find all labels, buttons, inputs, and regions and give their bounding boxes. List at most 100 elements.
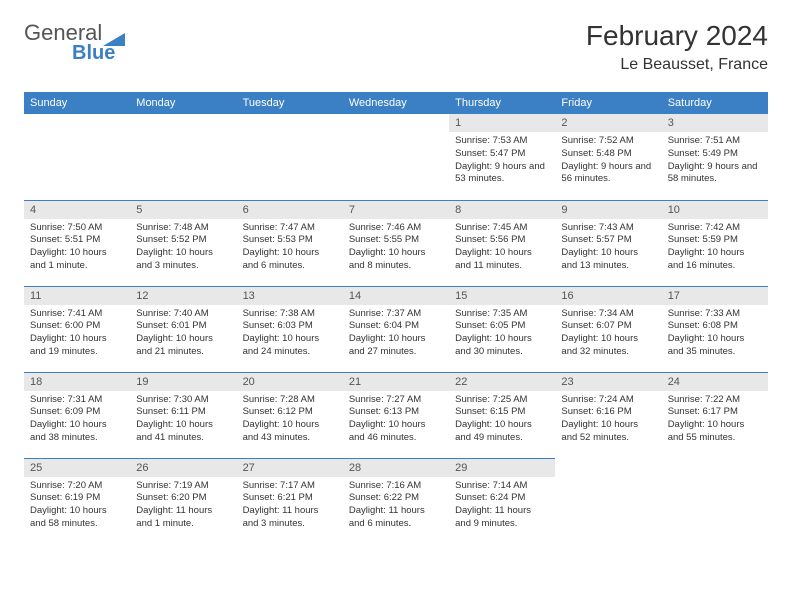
day-number: 20	[237, 373, 343, 391]
calendar-day-cell	[237, 114, 343, 200]
sunset-text: Sunset: 6:22 PM	[349, 492, 443, 505]
day-number: 25	[24, 459, 130, 477]
sunrise-text: Sunrise: 7:46 AM	[349, 222, 443, 235]
sunset-text: Sunset: 6:16 PM	[561, 406, 655, 419]
daylight-text: Daylight: 10 hours and 38 minutes.	[30, 419, 124, 445]
day-details: Sunrise: 7:14 AMSunset: 6:24 PMDaylight:…	[449, 477, 555, 535]
calendar-day-cell: 28Sunrise: 7:16 AMSunset: 6:22 PMDayligh…	[343, 458, 449, 544]
calendar-day-cell: 22Sunrise: 7:25 AMSunset: 6:15 PMDayligh…	[449, 372, 555, 458]
sunset-text: Sunset: 6:04 PM	[349, 320, 443, 333]
sunset-text: Sunset: 5:47 PM	[455, 148, 549, 161]
sunrise-text: Sunrise: 7:31 AM	[30, 394, 124, 407]
day-number: 6	[237, 201, 343, 219]
day-number: 22	[449, 373, 555, 391]
sunrise-text: Sunrise: 7:27 AM	[349, 394, 443, 407]
day-number: 4	[24, 201, 130, 219]
calendar-day-cell: 3Sunrise: 7:51 AMSunset: 5:49 PMDaylight…	[662, 114, 768, 200]
sunset-text: Sunset: 5:51 PM	[30, 234, 124, 247]
calendar-day-cell	[24, 114, 130, 200]
sunrise-text: Sunrise: 7:42 AM	[668, 222, 762, 235]
day-details: Sunrise: 7:31 AMSunset: 6:09 PMDaylight:…	[24, 391, 130, 449]
daylight-text: Daylight: 10 hours and 1 minute.	[30, 247, 124, 273]
calendar-week-row: 18Sunrise: 7:31 AMSunset: 6:09 PMDayligh…	[24, 372, 768, 458]
day-number: 19	[130, 373, 236, 391]
sunset-text: Sunset: 6:11 PM	[136, 406, 230, 419]
calendar-day-cell: 18Sunrise: 7:31 AMSunset: 6:09 PMDayligh…	[24, 372, 130, 458]
daylight-text: Daylight: 9 hours and 56 minutes.	[561, 161, 655, 187]
daylight-text: Daylight: 10 hours and 6 minutes.	[243, 247, 337, 273]
day-number: 10	[662, 201, 768, 219]
day-number: 7	[343, 201, 449, 219]
sunrise-text: Sunrise: 7:43 AM	[561, 222, 655, 235]
sunrise-text: Sunrise: 7:25 AM	[455, 394, 549, 407]
sunrise-text: Sunrise: 7:17 AM	[243, 480, 337, 493]
day-details: Sunrise: 7:35 AMSunset: 6:05 PMDaylight:…	[449, 305, 555, 363]
weekday-header: Friday	[555, 92, 661, 114]
day-number: 2	[555, 114, 661, 132]
header-bar: GeneralBlue February 2024 Le Beausset, F…	[24, 20, 768, 74]
calendar-day-cell: 13Sunrise: 7:38 AMSunset: 6:03 PMDayligh…	[237, 286, 343, 372]
daylight-text: Daylight: 10 hours and 8 minutes.	[349, 247, 443, 273]
daylight-text: Daylight: 9 hours and 53 minutes.	[455, 161, 549, 187]
location: Le Beausset, France	[586, 56, 768, 74]
weekday-header: Sunday	[24, 92, 130, 114]
calendar-day-cell: 27Sunrise: 7:17 AMSunset: 6:21 PMDayligh…	[237, 458, 343, 544]
day-details: Sunrise: 7:25 AMSunset: 6:15 PMDaylight:…	[449, 391, 555, 449]
calendar-day-cell: 19Sunrise: 7:30 AMSunset: 6:11 PMDayligh…	[130, 372, 236, 458]
day-details: Sunrise: 7:43 AMSunset: 5:57 PMDaylight:…	[555, 219, 661, 277]
weekday-header: Thursday	[449, 92, 555, 114]
calendar-body: 1Sunrise: 7:53 AMSunset: 5:47 PMDaylight…	[24, 114, 768, 544]
sunset-text: Sunset: 5:52 PM	[136, 234, 230, 247]
day-number: 24	[662, 373, 768, 391]
day-details: Sunrise: 7:16 AMSunset: 6:22 PMDaylight:…	[343, 477, 449, 535]
calendar-day-cell: 2Sunrise: 7:52 AMSunset: 5:48 PMDaylight…	[555, 114, 661, 200]
sunset-text: Sunset: 6:19 PM	[30, 492, 124, 505]
daylight-text: Daylight: 10 hours and 16 minutes.	[668, 247, 762, 273]
sunrise-text: Sunrise: 7:52 AM	[561, 135, 655, 148]
calendar-day-cell: 12Sunrise: 7:40 AMSunset: 6:01 PMDayligh…	[130, 286, 236, 372]
day-details: Sunrise: 7:22 AMSunset: 6:17 PMDaylight:…	[662, 391, 768, 449]
day-number: 18	[24, 373, 130, 391]
day-details: Sunrise: 7:24 AMSunset: 6:16 PMDaylight:…	[555, 391, 661, 449]
day-details: Sunrise: 7:19 AMSunset: 6:20 PMDaylight:…	[130, 477, 236, 535]
day-details: Sunrise: 7:30 AMSunset: 6:11 PMDaylight:…	[130, 391, 236, 449]
calendar-day-cell: 5Sunrise: 7:48 AMSunset: 5:52 PMDaylight…	[130, 200, 236, 286]
day-details: Sunrise: 7:17 AMSunset: 6:21 PMDaylight:…	[237, 477, 343, 535]
day-number: 26	[130, 459, 236, 477]
day-details: Sunrise: 7:38 AMSunset: 6:03 PMDaylight:…	[237, 305, 343, 363]
title-block: February 2024 Le Beausset, France	[586, 20, 768, 74]
calendar-day-cell	[130, 114, 236, 200]
daylight-text: Daylight: 10 hours and 41 minutes.	[136, 419, 230, 445]
calendar-table: SundayMondayTuesdayWednesdayThursdayFrid…	[24, 92, 768, 544]
weekday-header: Tuesday	[237, 92, 343, 114]
day-number: 13	[237, 287, 343, 305]
sunrise-text: Sunrise: 7:24 AM	[561, 394, 655, 407]
day-number: 27	[237, 459, 343, 477]
sunrise-text: Sunrise: 7:34 AM	[561, 308, 655, 321]
calendar-week-row: 1Sunrise: 7:53 AMSunset: 5:47 PMDaylight…	[24, 114, 768, 200]
day-number: 9	[555, 201, 661, 219]
day-details: Sunrise: 7:51 AMSunset: 5:49 PMDaylight:…	[662, 132, 768, 190]
daylight-text: Daylight: 10 hours and 27 minutes.	[349, 333, 443, 359]
sunrise-text: Sunrise: 7:41 AM	[30, 308, 124, 321]
sunset-text: Sunset: 5:56 PM	[455, 234, 549, 247]
calendar-day-cell: 16Sunrise: 7:34 AMSunset: 6:07 PMDayligh…	[555, 286, 661, 372]
sunrise-text: Sunrise: 7:38 AM	[243, 308, 337, 321]
calendar-day-cell: 21Sunrise: 7:27 AMSunset: 6:13 PMDayligh…	[343, 372, 449, 458]
sunset-text: Sunset: 6:07 PM	[561, 320, 655, 333]
calendar-week-row: 11Sunrise: 7:41 AMSunset: 6:00 PMDayligh…	[24, 286, 768, 372]
sunset-text: Sunset: 5:49 PM	[668, 148, 762, 161]
calendar-day-cell: 9Sunrise: 7:43 AMSunset: 5:57 PMDaylight…	[555, 200, 661, 286]
day-number: 17	[662, 287, 768, 305]
day-number: 23	[555, 373, 661, 391]
day-number: 8	[449, 201, 555, 219]
day-number: 28	[343, 459, 449, 477]
daylight-text: Daylight: 11 hours and 9 minutes.	[455, 505, 549, 531]
sunset-text: Sunset: 5:59 PM	[668, 234, 762, 247]
daylight-text: Daylight: 11 hours and 1 minute.	[136, 505, 230, 531]
sunset-text: Sunset: 6:01 PM	[136, 320, 230, 333]
calendar-day-cell: 25Sunrise: 7:20 AMSunset: 6:19 PMDayligh…	[24, 458, 130, 544]
daylight-text: Daylight: 10 hours and 58 minutes.	[30, 505, 124, 531]
day-number: 5	[130, 201, 236, 219]
calendar-week-row: 4Sunrise: 7:50 AMSunset: 5:51 PMDaylight…	[24, 200, 768, 286]
